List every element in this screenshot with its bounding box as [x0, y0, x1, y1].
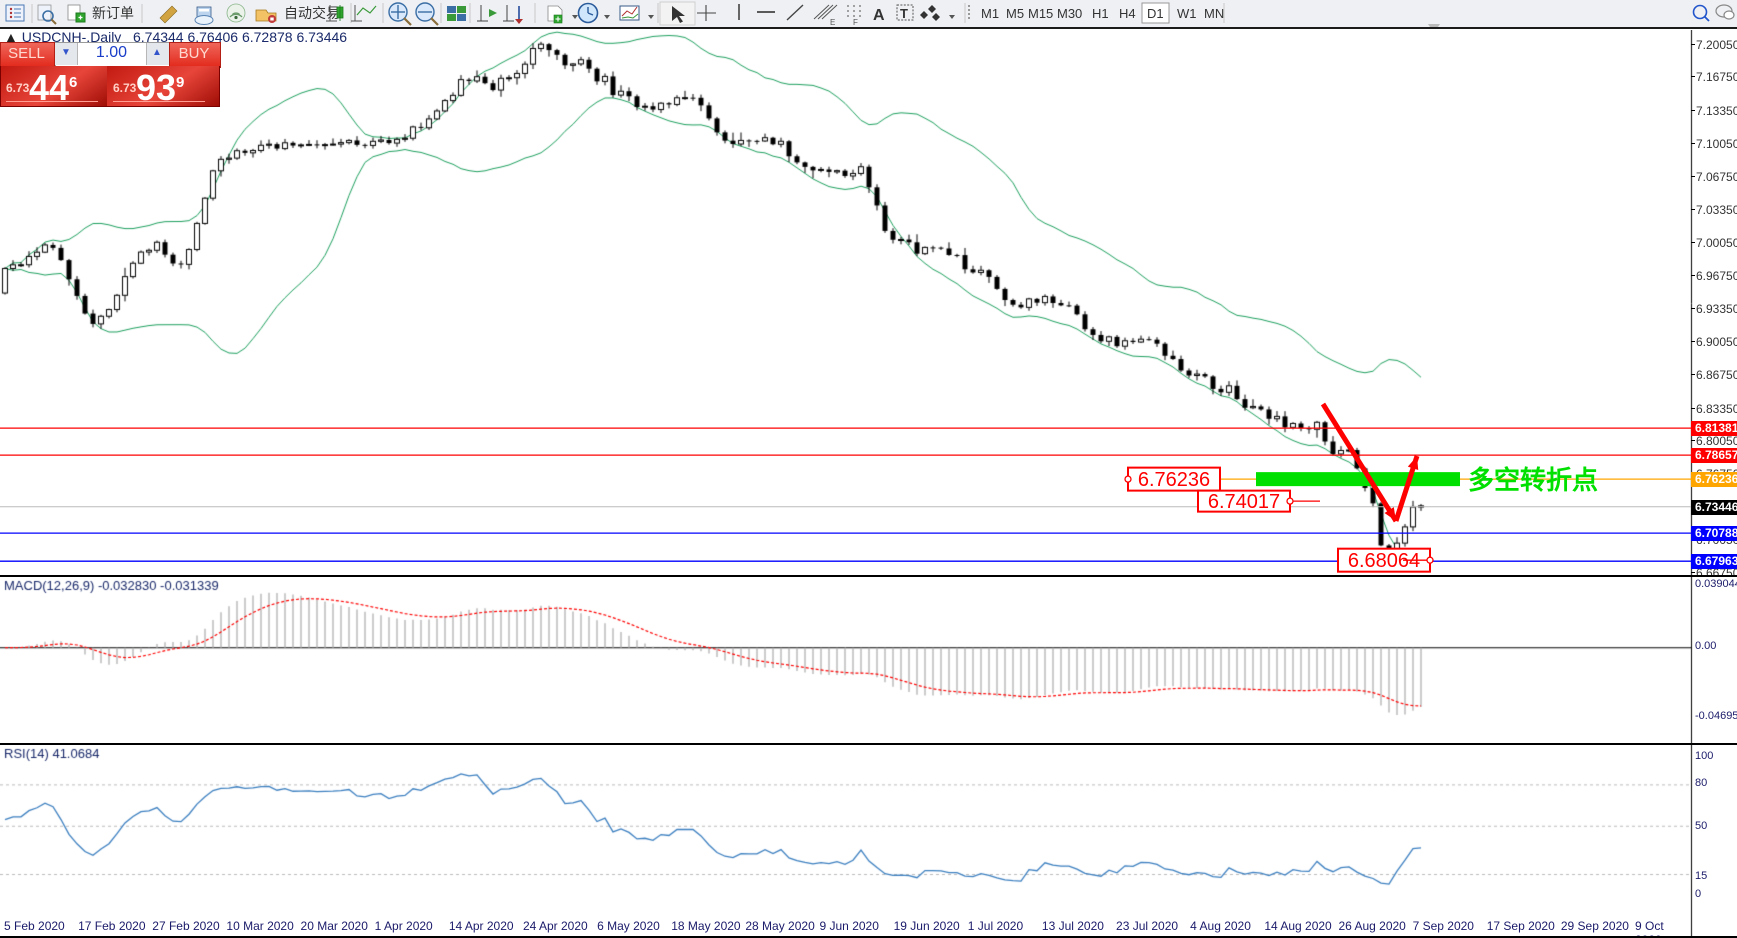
svg-text:A: A [873, 7, 885, 24]
svg-text:M30: M30 [1057, 6, 1082, 21]
svg-text:MN: MN [1204, 6, 1224, 21]
svg-text:M1: M1 [981, 6, 999, 21]
svg-text:E: E [830, 18, 835, 27]
svg-text:F: F [853, 18, 858, 27]
svg-text:M15: M15 [1028, 6, 1053, 21]
svg-text:H1: H1 [1092, 6, 1109, 21]
svg-text:H4: H4 [1119, 6, 1136, 21]
svg-text:D1: D1 [1147, 6, 1164, 21]
svg-text:T: T [900, 6, 908, 21]
svg-text:W1: W1 [1177, 6, 1197, 21]
svg-text:M5: M5 [1006, 6, 1024, 21]
